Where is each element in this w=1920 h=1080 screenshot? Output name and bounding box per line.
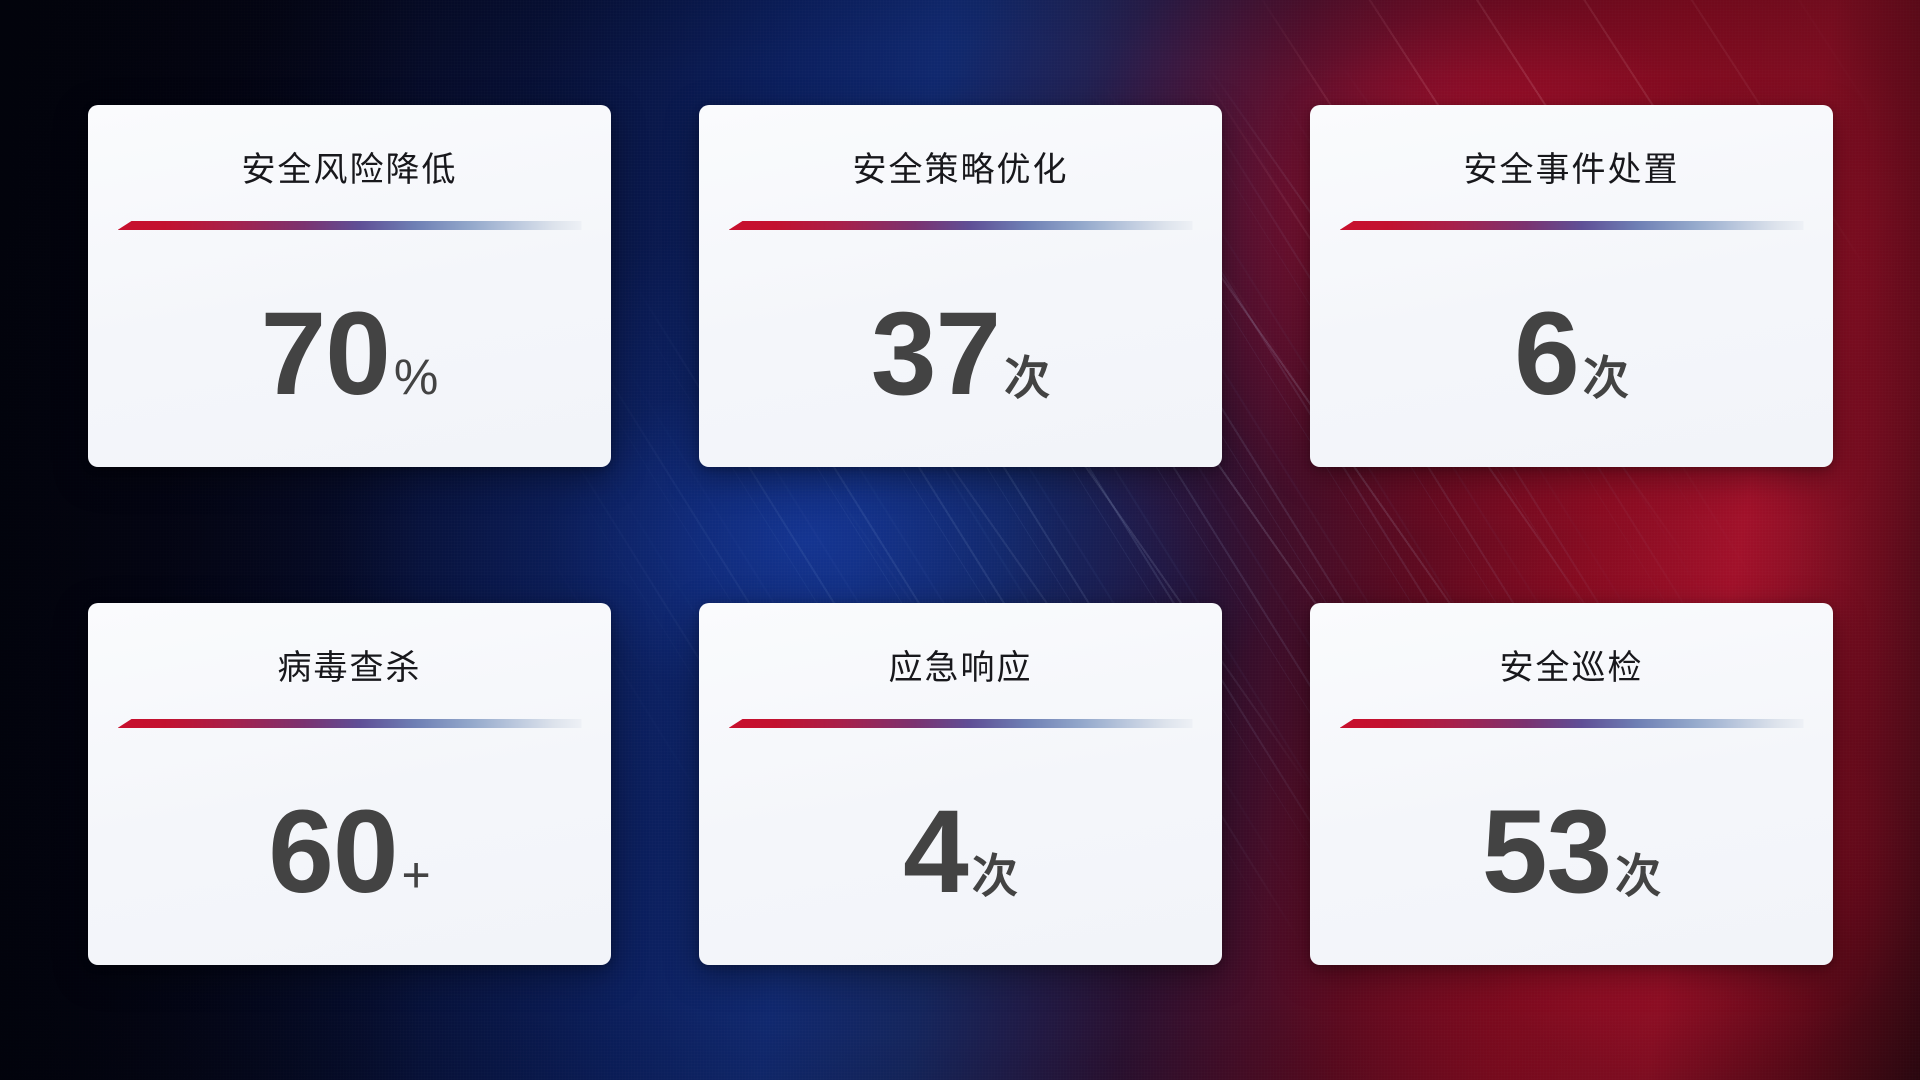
stat-card: 病毒查杀 60 + xyxy=(88,603,611,965)
stat-card-value: 70 % xyxy=(260,288,439,421)
stat-card: 安全风险降低 70 % xyxy=(88,105,611,467)
stat-card: 安全策略优化 37 次 xyxy=(699,105,1222,467)
stat-card-number: 4 xyxy=(903,786,969,919)
stat-card-value: 6 次 xyxy=(1514,288,1629,421)
stat-card-number: 60 xyxy=(268,786,398,919)
stat-card-grid: 安全风险降低 70 % 安全策略优化 37 次 安全事件处置 6 次 病毒查 xyxy=(88,105,1848,965)
stat-card-value: 53 次 xyxy=(1481,786,1662,919)
stat-card-value: 37 次 xyxy=(870,288,1051,421)
stat-card: 应急响应 4 次 xyxy=(699,603,1222,965)
stat-card-divider xyxy=(117,719,582,728)
stat-card-title: 应急响应 xyxy=(888,649,1033,687)
stat-card-unit: 次 xyxy=(1615,850,1662,903)
stat-card-unit: 次 xyxy=(971,850,1018,903)
stat-card-title: 安全巡检 xyxy=(1499,649,1644,687)
stat-card-divider xyxy=(1339,221,1804,230)
stat-card-divider xyxy=(1339,719,1804,728)
stat-card-title: 安全策略优化 xyxy=(852,151,1069,189)
stat-card-value: 4 次 xyxy=(903,786,1018,919)
stat-card-title: 安全风险降低 xyxy=(241,151,458,189)
stat-card: 安全巡检 53 次 xyxy=(1310,603,1833,965)
stat-card-divider xyxy=(728,719,1193,728)
stat-card-divider xyxy=(728,221,1193,230)
stat-card: 安全事件处置 6 次 xyxy=(1310,105,1833,467)
stat-card-divider xyxy=(117,221,582,230)
stat-card-unit: 次 xyxy=(1004,352,1051,405)
stat-card-number: 53 xyxy=(1481,786,1612,919)
stat-card-unit: 次 xyxy=(1582,352,1629,405)
stat-card-title: 病毒查杀 xyxy=(277,649,422,687)
stat-card-unit: % xyxy=(393,349,439,406)
stat-card-value: 60 + xyxy=(268,786,431,919)
stat-card-number: 6 xyxy=(1514,288,1580,421)
stat-card-unit: + xyxy=(401,847,431,904)
stat-card-number: 37 xyxy=(870,288,1001,421)
stat-card-number: 70 xyxy=(260,288,391,421)
stat-card-title: 安全事件处置 xyxy=(1463,151,1680,189)
